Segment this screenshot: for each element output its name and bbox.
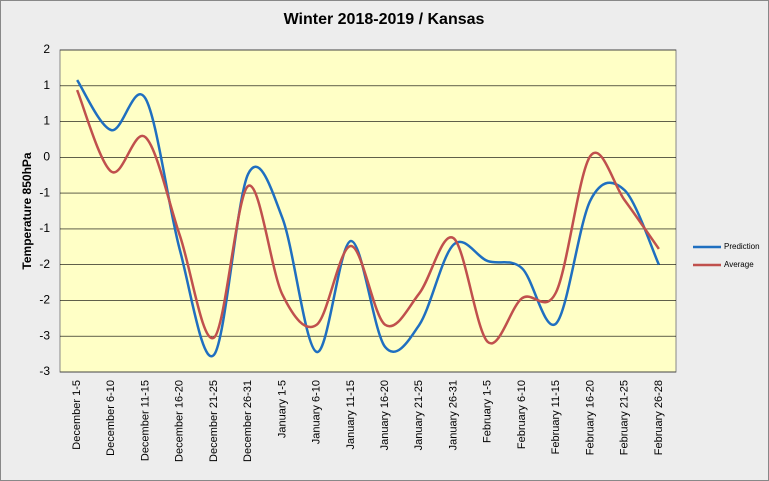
y-tick-label: -1: [39, 185, 50, 199]
x-tick-label: December 26-31: [242, 380, 254, 462]
x-tick-label: February 21-25: [619, 380, 631, 455]
x-tick-label: December 21-25: [208, 380, 220, 462]
x-tick-label: January 11-15: [345, 380, 357, 450]
y-tick-label: 0: [43, 150, 50, 164]
legend-label: Prediction: [724, 242, 760, 251]
y-tick-label: -3: [39, 328, 50, 342]
x-tick-label: February 16-20: [584, 380, 596, 455]
y-tick-label: -2: [39, 293, 50, 307]
x-tick-label: January 1-5: [276, 380, 288, 438]
series-line: [75, 89, 660, 345]
y-tick-label: 1: [43, 78, 50, 92]
x-tick-label: January 6-10: [311, 380, 323, 444]
x-tick-label: February 1-5: [482, 380, 494, 443]
x-tick-label: February 26-28: [653, 380, 665, 455]
x-tick-label: January 21-25: [413, 380, 425, 450]
y-tick-label: -2: [39, 257, 50, 271]
x-tick-label: December 6-10: [105, 380, 117, 456]
y-axis-label: Temperature 850hPa: [20, 152, 34, 269]
chart-title: Winter 2018-2019 / Kansas: [284, 11, 485, 28]
y-tick-label: -1: [39, 221, 50, 235]
x-tick-label: January 26-31: [447, 380, 459, 450]
x-tick-label: February 6-10: [516, 380, 528, 449]
y-tick-label: 1: [43, 114, 50, 128]
x-tick-label: December 1-5: [71, 380, 83, 450]
x-tick-label: February 11-15: [550, 380, 562, 454]
y-tick-label: 2: [43, 42, 50, 56]
plot-area: [59, 49, 677, 373]
legend-label: Average: [724, 260, 754, 269]
series-line: [76, 79, 661, 358]
x-tick-label: January 16-20: [379, 380, 391, 450]
x-tick-label: December 11-15: [139, 380, 151, 461]
y-tick-label: -3: [39, 364, 50, 378]
x-tick-label: December 16-20: [174, 380, 186, 462]
